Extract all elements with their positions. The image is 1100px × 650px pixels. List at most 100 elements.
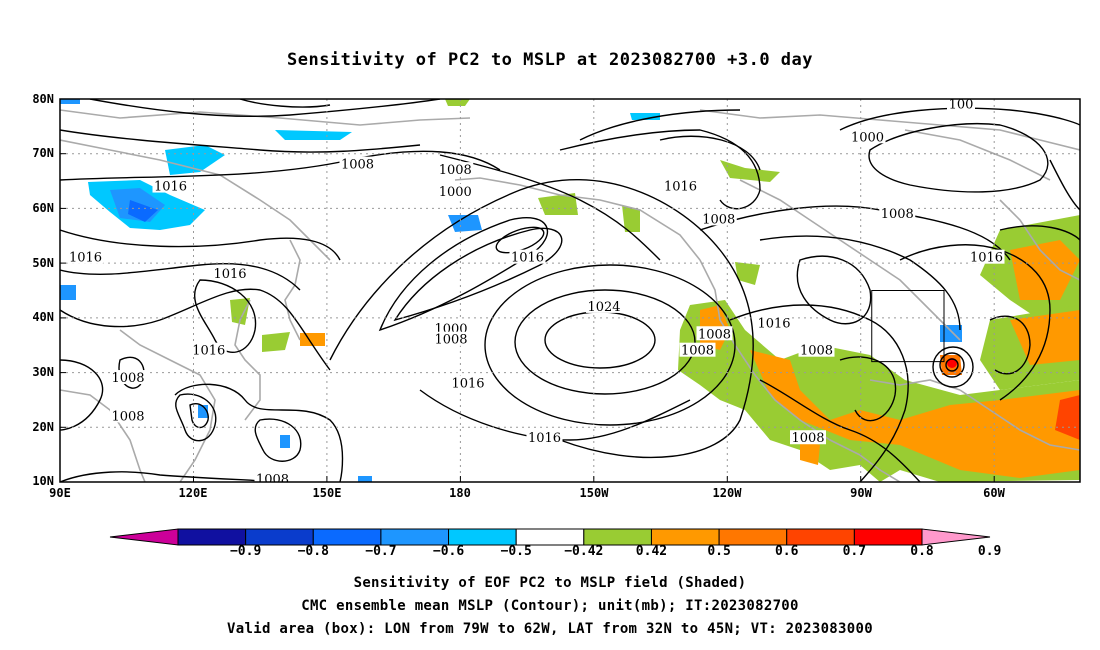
- lat-label: 50N: [32, 256, 54, 270]
- contour-label-bg: [756, 315, 792, 330]
- positive-sensitivity-shading: [230, 99, 1080, 482]
- contour-label-bg: [849, 129, 886, 144]
- contour-label: 1024: [587, 300, 620, 315]
- contour-label-bg: [110, 408, 146, 423]
- contour-label-bg: [790, 430, 826, 445]
- colorbar-swatch: [718, 528, 788, 546]
- colorbar-swatch: [515, 528, 585, 546]
- lon-label: 150W: [579, 486, 609, 500]
- contour-label: 1008: [681, 344, 714, 359]
- contour-label-bg: [696, 326, 733, 341]
- colorbar-swatch: [245, 528, 314, 546]
- contour-label-bg: [437, 162, 474, 177]
- axis-ticks: [59, 98, 995, 483]
- contour-label: 1008: [791, 431, 824, 446]
- lon-label: 150E: [312, 486, 342, 500]
- contour-label: 1000: [851, 130, 884, 145]
- lon-label: 120W: [712, 486, 742, 500]
- contour-label-bg: [190, 342, 227, 357]
- colorbar-tick-label: 0.6: [774, 544, 799, 559]
- colorbar-high-extend: [921, 528, 991, 546]
- contour-label: 1008: [881, 207, 914, 222]
- lon-label: 180: [449, 486, 471, 500]
- contour-label: 1016: [192, 344, 225, 359]
- contour-label: 1016: [970, 251, 1003, 266]
- contour-label-bg: [679, 342, 716, 357]
- contour-label: 1008: [800, 344, 833, 359]
- contour-label-bg: [152, 178, 189, 193]
- colorbar: [109, 528, 991, 546]
- contour-label-bg: [450, 375, 486, 390]
- contour-label-bg: [110, 370, 146, 385]
- colorbar-swatch: [583, 528, 652, 546]
- contour-label-bg: [947, 99, 975, 111]
- contour-label: 1016: [528, 431, 561, 446]
- colorbar-tick-label: 0.9: [977, 544, 1002, 559]
- lat-label: 20N: [32, 420, 54, 434]
- grid-lines: [60, 99, 1080, 482]
- lat-label: 10N: [32, 474, 54, 488]
- contour-label-bg: [437, 184, 474, 199]
- contour-label-bg: [433, 331, 469, 346]
- colorbar-tick-label: 0.42: [635, 544, 668, 559]
- contour-label: 1008: [256, 472, 289, 487]
- negative-sensitivity-shading: [60, 99, 962, 482]
- contour-label-bg: [662, 178, 699, 193]
- contour-label: 1008: [341, 158, 374, 173]
- colorbar-swatch: [448, 528, 517, 546]
- colorbar-swatch: [177, 528, 247, 546]
- contour-label-bg: [339, 156, 376, 171]
- contour-label: 100: [949, 97, 974, 112]
- colorbar-tick-label: 0.5: [707, 544, 731, 559]
- lon-label: 120E: [178, 486, 208, 500]
- colorbar-tick-label: −0.42: [564, 544, 604, 559]
- valid-area-box: [871, 290, 945, 363]
- lat-label: 80N: [32, 92, 54, 106]
- colorbar-swatch: [650, 528, 720, 546]
- contour-label-bg: [212, 266, 248, 281]
- contour-label-bg: [586, 298, 622, 313]
- contour-label: 1016: [451, 377, 484, 392]
- colorbar-low-extend: [109, 528, 179, 546]
- contour-label-bg: [254, 471, 291, 482]
- contour-label: 1008: [111, 371, 144, 386]
- caption-contour: CMC ensemble mean MSLP (Contour); unit(m…: [301, 598, 799, 614]
- lat-label: 40N: [32, 310, 54, 324]
- contour-label: 1008: [439, 163, 472, 178]
- lat-label: 70N: [32, 146, 54, 160]
- colorbar-swatch: [312, 528, 382, 546]
- lat-label: 60N: [32, 201, 54, 215]
- map-frame: [59, 98, 1081, 483]
- contour-label: 1016: [213, 267, 246, 282]
- colorbar-tick-label: −0.8: [297, 544, 329, 559]
- contour-label: 1016: [757, 316, 790, 331]
- contour-label: 1008: [434, 333, 467, 348]
- contour-labels: 1008 1008 1000 1016 1008 1000 1008 1016 1016 1016…: [67, 97, 1005, 487]
- lon-label: 90E: [49, 486, 71, 500]
- colorbar-swatch: [786, 528, 855, 546]
- contour-label-bg: [700, 211, 737, 226]
- caption-valid-area: Valid area (box): LON from 79W to 62W, L…: [227, 621, 873, 637]
- colorbar-tick-label: −0.5: [500, 544, 532, 559]
- contour-label: 1016: [69, 251, 102, 266]
- caption-shaded: Sensitivity of EOF PC2 to MSLP field (Sh…: [353, 575, 747, 591]
- contour-label: 1016: [154, 180, 187, 195]
- contour-label-bg: [433, 320, 469, 335]
- lat-label: 30N: [32, 365, 54, 379]
- contour-label-bg: [798, 342, 835, 357]
- lon-label: 60W: [983, 486, 1005, 500]
- contour-label-bg: [509, 249, 546, 264]
- lon-label: 90W: [850, 486, 872, 500]
- contour-label-bg: [526, 430, 563, 445]
- colorbar-tick-label: 0.8: [910, 544, 934, 559]
- colorbar-swatch: [380, 528, 450, 546]
- contour-label: 1016: [511, 251, 544, 266]
- contour-label: 1008: [111, 409, 144, 424]
- contour-label: 1016: [664, 180, 697, 195]
- contour-label-bg: [968, 249, 1005, 264]
- contour-label-bg: [879, 205, 916, 220]
- contour-label-bg: [67, 249, 104, 264]
- colorbar-tick-label: −0.6: [432, 544, 465, 559]
- contour-label: 1008: [698, 327, 731, 342]
